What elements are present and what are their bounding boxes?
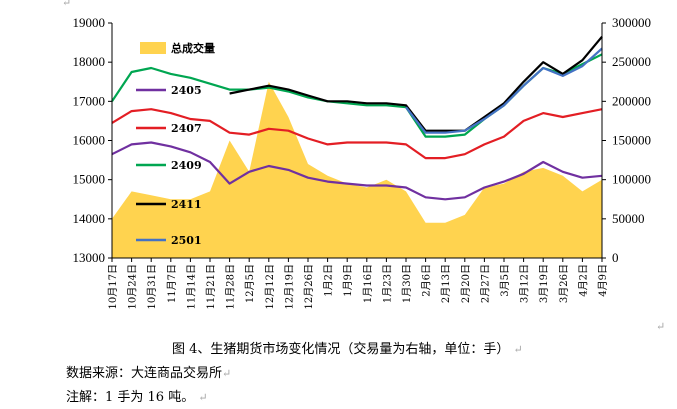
data-source: 数据来源：大连商品交易所↵ bbox=[66, 362, 231, 381]
legend-label-2405: 2405 bbox=[171, 84, 202, 97]
left-tick-label: 13000 bbox=[73, 250, 106, 265]
x-tick-label: 3月12日 bbox=[519, 264, 531, 303]
x-tick-label: 11月7日 bbox=[166, 264, 178, 303]
x-tick-label: 2月13日 bbox=[440, 264, 452, 303]
note-text: 注解：1 手为 16 吨。 bbox=[66, 390, 195, 405]
legend-label-2501: 2501 bbox=[171, 234, 202, 247]
legend-label-总成交量: 总成交量 bbox=[171, 41, 215, 55]
legend-label-2411: 2411 bbox=[171, 198, 202, 211]
legend-label-2409: 2409 bbox=[171, 159, 202, 172]
x-tick-label: 2月20日 bbox=[460, 264, 472, 303]
right-tick-label: 100000 bbox=[612, 172, 651, 187]
x-tick-label: 11月28日 bbox=[225, 264, 237, 309]
x-tick-label: 11月14日 bbox=[185, 264, 197, 309]
x-tick-label: 11月21日 bbox=[205, 264, 217, 309]
right-tick-label: 300000 bbox=[612, 15, 651, 30]
right-tick-label: 250000 bbox=[612, 54, 651, 69]
right-y-axis-ticks: 0 50000 100000 150000 200000 250000 300000 bbox=[602, 15, 651, 265]
x-tick-label: 1月9日 bbox=[342, 264, 354, 297]
right-tick-label: 0 bbox=[612, 250, 619, 265]
paragraph-mark: ↵ bbox=[222, 367, 232, 380]
x-axis-ticks: 10月17日 10月24日 10月31日 11月7日 11月14日 11月21日 11月28… bbox=[107, 258, 609, 309]
left-tick-label: 19000 bbox=[73, 15, 106, 30]
x-tick-label: 12月5日 bbox=[244, 264, 256, 303]
x-tick-label: 1月23日 bbox=[381, 264, 393, 303]
series-line-2501 bbox=[405, 47, 603, 134]
x-tick-label: 1月16日 bbox=[362, 264, 374, 303]
axes bbox=[111, 23, 603, 259]
left-tick-label: 15000 bbox=[73, 172, 106, 187]
series-line-2405 bbox=[111, 141, 603, 201]
legend-label-2407: 2407 bbox=[171, 122, 202, 135]
paragraph-mark: ↵ bbox=[198, 391, 208, 404]
legend-swatch-总成交量 bbox=[140, 42, 166, 54]
x-tick-label: 10月31日 bbox=[146, 264, 158, 309]
right-tick-label: 150000 bbox=[612, 133, 651, 148]
left-tick-label: 17000 bbox=[73, 93, 106, 108]
x-tick-label: 3月19日 bbox=[538, 264, 550, 303]
footnote: 注解：1 手为 16 吨。 ↵ bbox=[66, 386, 208, 405]
plot-area bbox=[111, 35, 603, 258]
x-tick-label: 2月6日 bbox=[421, 264, 433, 297]
left-tick-label: 16000 bbox=[73, 133, 106, 148]
x-tick-label: 12月12日 bbox=[264, 264, 276, 309]
x-tick-label: 1月30日 bbox=[401, 264, 413, 303]
x-tick-label: 3月26日 bbox=[558, 264, 570, 303]
x-tick-label: 3月5日 bbox=[499, 264, 511, 297]
left-tick-label: 14000 bbox=[73, 211, 106, 226]
series-line-2411 bbox=[229, 35, 603, 132]
x-tick-label: 12月26日 bbox=[303, 264, 315, 309]
x-tick-label: 4月2日 bbox=[577, 264, 589, 297]
left-y-axis-ticks: 13000 14000 15000 16000 17000 18000 19000 bbox=[73, 15, 112, 265]
paragraph-mark: ↵ bbox=[656, 320, 665, 333]
right-tick-label: 50000 bbox=[612, 211, 645, 226]
x-tick-label: 2月27日 bbox=[479, 264, 491, 303]
left-tick-label: 18000 bbox=[73, 54, 106, 69]
x-tick-label: 10月17日 bbox=[107, 264, 119, 309]
legend: 总成交量 2405 2407 2409 2411 2501 bbox=[136, 41, 215, 247]
paragraph-mark: ↵ bbox=[62, 0, 71, 9]
x-tick-label: 10月24日 bbox=[127, 264, 139, 309]
volume-area bbox=[112, 81, 602, 258]
right-tick-label: 200000 bbox=[612, 93, 651, 108]
source-text: 数据来源：大连商品交易所 bbox=[66, 366, 223, 381]
caption-text: 图 4、生猪期货市场变化情况（交易量为右轴，单位：手） bbox=[172, 342, 510, 357]
x-tick-label: 4月9日 bbox=[597, 264, 609, 297]
paragraph-mark: ↵ bbox=[513, 343, 523, 356]
figure-caption: 图 4、生猪期货市场变化情况（交易量为右轴，单位：手） ↵ bbox=[172, 338, 523, 357]
x-tick-label: 1月2日 bbox=[323, 264, 335, 297]
series-line-2407 bbox=[111, 108, 603, 160]
x-tick-label: 12月19日 bbox=[283, 264, 295, 309]
